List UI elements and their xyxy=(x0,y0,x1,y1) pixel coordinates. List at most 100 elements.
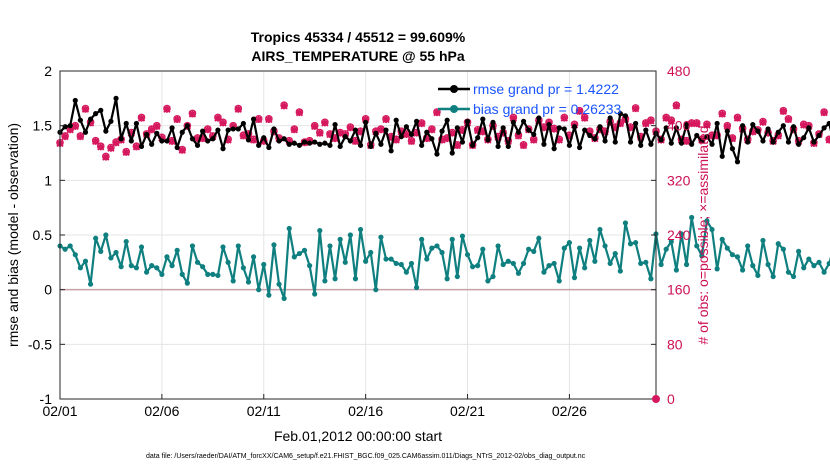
obs-assimilated-point xyxy=(764,129,772,137)
rmse-point xyxy=(699,138,705,144)
rmse-point xyxy=(210,136,216,142)
bias-point xyxy=(541,269,547,275)
bias-point xyxy=(765,261,771,268)
footnote: data file: /Users/raeder/DAI/ATM_forcXX/… xyxy=(146,453,586,460)
bias-point xyxy=(704,218,710,224)
obs-assimilated-point xyxy=(474,126,482,135)
bias-point xyxy=(383,256,389,262)
obs-assimilated-point xyxy=(514,132,523,140)
rmse-point xyxy=(449,150,455,156)
obs-assimilated-point xyxy=(519,141,528,150)
bias-point xyxy=(434,243,440,249)
bias-point xyxy=(256,287,262,293)
right-tick-label: 320 xyxy=(667,172,691,188)
obs-assimilated-point xyxy=(132,143,141,151)
obs-assimilated-point xyxy=(509,114,518,122)
bias-point xyxy=(439,249,445,256)
rmse-point xyxy=(261,135,267,141)
rmse-point xyxy=(673,125,679,131)
bias-point xyxy=(551,260,557,267)
obs-assimilated-point xyxy=(825,136,830,144)
obs-assimilated-point xyxy=(433,109,441,117)
obs-assimilated-point xyxy=(667,117,675,125)
rmse-point xyxy=(72,97,78,104)
left-tick-label: -0.5 xyxy=(28,336,52,352)
rmse-point xyxy=(327,142,333,148)
rmse-point xyxy=(82,129,89,135)
rmse-point xyxy=(607,115,613,121)
bias-point xyxy=(505,258,511,264)
bias-point xyxy=(821,269,827,275)
rmse-point xyxy=(444,117,450,123)
rmse-point xyxy=(592,136,598,142)
obs-assimilated-point xyxy=(193,135,202,143)
bias-point xyxy=(515,270,522,276)
obs-assimilated-point xyxy=(540,124,548,132)
rmse-point xyxy=(536,115,542,121)
bias-point xyxy=(408,260,415,267)
obs-assimilated-point xyxy=(688,119,696,128)
rmse-point xyxy=(485,137,491,143)
y-axis-label-left: rmse and bias (model - observation) xyxy=(5,123,21,347)
bias-point xyxy=(220,244,226,250)
rmse-point xyxy=(383,127,389,133)
rmse-point xyxy=(398,134,404,140)
bias-point xyxy=(485,278,491,284)
obs-assimilated-point xyxy=(412,129,421,137)
rmse-point xyxy=(556,125,562,131)
bias-point xyxy=(337,236,343,242)
rmse-point xyxy=(729,146,736,152)
obs-assimilated-point xyxy=(92,137,100,146)
bias-point xyxy=(159,271,165,277)
obs-assimilated-point xyxy=(820,109,828,117)
rmse-point xyxy=(597,124,603,130)
obs-assimilated-point xyxy=(382,115,390,124)
bias-point xyxy=(587,237,593,244)
rmse-point xyxy=(617,111,623,117)
rmse-point xyxy=(67,123,73,129)
rmse-point xyxy=(683,121,690,128)
obs-assimilated-point xyxy=(438,136,446,144)
bias-point xyxy=(368,249,374,256)
rmse-point xyxy=(755,128,761,134)
bias-point xyxy=(556,278,562,284)
bias-point xyxy=(602,243,608,249)
bias-point xyxy=(154,265,160,271)
x-tick-label: 02/16 xyxy=(348,403,383,419)
rmse-point xyxy=(627,139,634,145)
rmse-point xyxy=(184,123,190,129)
rmse-point xyxy=(826,120,830,127)
obs-assimilated-point xyxy=(723,122,731,130)
bias-point xyxy=(108,255,114,261)
rmse-point xyxy=(128,138,134,144)
rmse-point xyxy=(454,125,460,131)
bias-point xyxy=(709,226,715,233)
rmse-point xyxy=(363,119,369,125)
obs-assimilated-point xyxy=(326,130,334,139)
rmse-point xyxy=(668,140,674,146)
rmse-point xyxy=(424,129,430,135)
bias-point xyxy=(342,259,348,265)
rmse-point xyxy=(357,142,364,148)
bias-point xyxy=(719,236,725,242)
obs-assimilated-point xyxy=(616,119,624,128)
bias-point xyxy=(210,271,216,277)
bias-point xyxy=(454,273,460,280)
bias-point xyxy=(184,280,190,286)
obs-assimilated-point xyxy=(779,107,787,115)
obs-assimilated-point xyxy=(331,135,339,143)
rmse-point xyxy=(643,127,649,133)
rmse-point xyxy=(169,125,175,131)
bias-point xyxy=(419,236,425,242)
left-axis-ticks: -1 -0.5 0 0.5 1 1.5 2 xyxy=(28,63,65,407)
obs-assimilated-point xyxy=(575,107,584,115)
bias-point xyxy=(215,272,221,279)
obs-assimilated-point xyxy=(163,105,171,113)
obs-assimilated-point xyxy=(76,132,85,141)
obs-assimilated-point xyxy=(311,122,319,130)
obs-assimilated-point xyxy=(555,136,563,144)
bias-point xyxy=(347,232,353,238)
rmse-series xyxy=(57,95,830,165)
obs-assimilated-point xyxy=(448,129,456,137)
bias-point xyxy=(245,279,252,285)
